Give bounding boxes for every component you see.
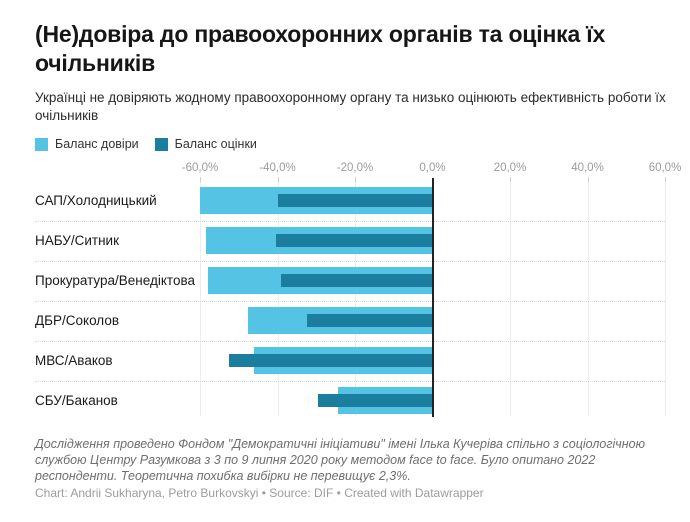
assessment-bar bbox=[229, 354, 433, 367]
legend: Баланс довіри Баланс оцінки bbox=[35, 137, 257, 151]
legend-swatch-assessment-icon bbox=[154, 137, 168, 151]
assessment-bar bbox=[281, 274, 433, 287]
category-label: МВС/Аваков bbox=[35, 353, 113, 368]
footer-notes: Дослідження проведено Фондом "Демократич… bbox=[35, 437, 645, 483]
chart-title: (Не)довіра до правоохоронних органів та … bbox=[35, 21, 606, 76]
assessment-bar bbox=[306, 314, 433, 327]
zero-baseline bbox=[432, 178, 434, 417]
category-label: САП/Холодницький bbox=[35, 193, 157, 208]
legend-label-trust: Баланс довіри bbox=[55, 137, 139, 151]
chart-subtitle: Українці не довіряють жодному правоохоро… bbox=[35, 90, 666, 123]
category-label: СБУ/Баканов bbox=[35, 393, 118, 408]
legend-item-trust: Баланс довіри bbox=[35, 137, 139, 151]
axis-tick-mark bbox=[588, 177, 589, 182]
gridline bbox=[665, 182, 666, 416]
assessment-bar bbox=[318, 394, 433, 407]
legend-swatch-trust-icon bbox=[35, 137, 48, 151]
category-label: Прокуратура/Венедіктова bbox=[35, 273, 195, 288]
x-axis-tick-label: 0,0% bbox=[419, 162, 446, 174]
legend-item-assessment: Баланс оцінки bbox=[154, 137, 257, 151]
gridline bbox=[588, 182, 589, 416]
axis-tick-mark bbox=[510, 177, 511, 182]
axis-tick-mark bbox=[665, 177, 666, 182]
category-label: НАБУ/Ситник bbox=[35, 233, 120, 248]
gridline bbox=[200, 182, 201, 416]
row-separator bbox=[35, 260, 665, 262]
assessment-bar bbox=[277, 194, 433, 207]
x-axis-tick-label: 60,0% bbox=[648, 162, 682, 174]
row-separator bbox=[35, 300, 665, 302]
x-axis-tick-label: 40,0% bbox=[571, 162, 604, 174]
axis-tick-mark bbox=[278, 177, 279, 182]
x-axis-tick-label: -40,0% bbox=[259, 162, 296, 174]
row-separator bbox=[35, 380, 665, 382]
category-label: ДБР/Соколов bbox=[35, 313, 119, 328]
legend-label-assessment: Баланс оцінки bbox=[174, 137, 257, 151]
row-separator bbox=[35, 220, 665, 222]
gridline bbox=[278, 182, 279, 416]
axis-tick-mark bbox=[355, 177, 356, 182]
axis-tick-mark bbox=[200, 177, 201, 182]
assessment-bar bbox=[275, 234, 433, 247]
row-separator bbox=[35, 340, 665, 342]
gridline bbox=[355, 182, 356, 416]
x-axis-tick-label: 20,0% bbox=[493, 162, 527, 174]
footer-credit: Chart: Andrii Sukharyna, Petro Burkovsky… bbox=[35, 486, 484, 500]
gridline bbox=[510, 182, 511, 416]
x-axis-tick-label: -20,0% bbox=[336, 162, 374, 174]
x-axis-tick-label: -60,0% bbox=[181, 162, 219, 174]
